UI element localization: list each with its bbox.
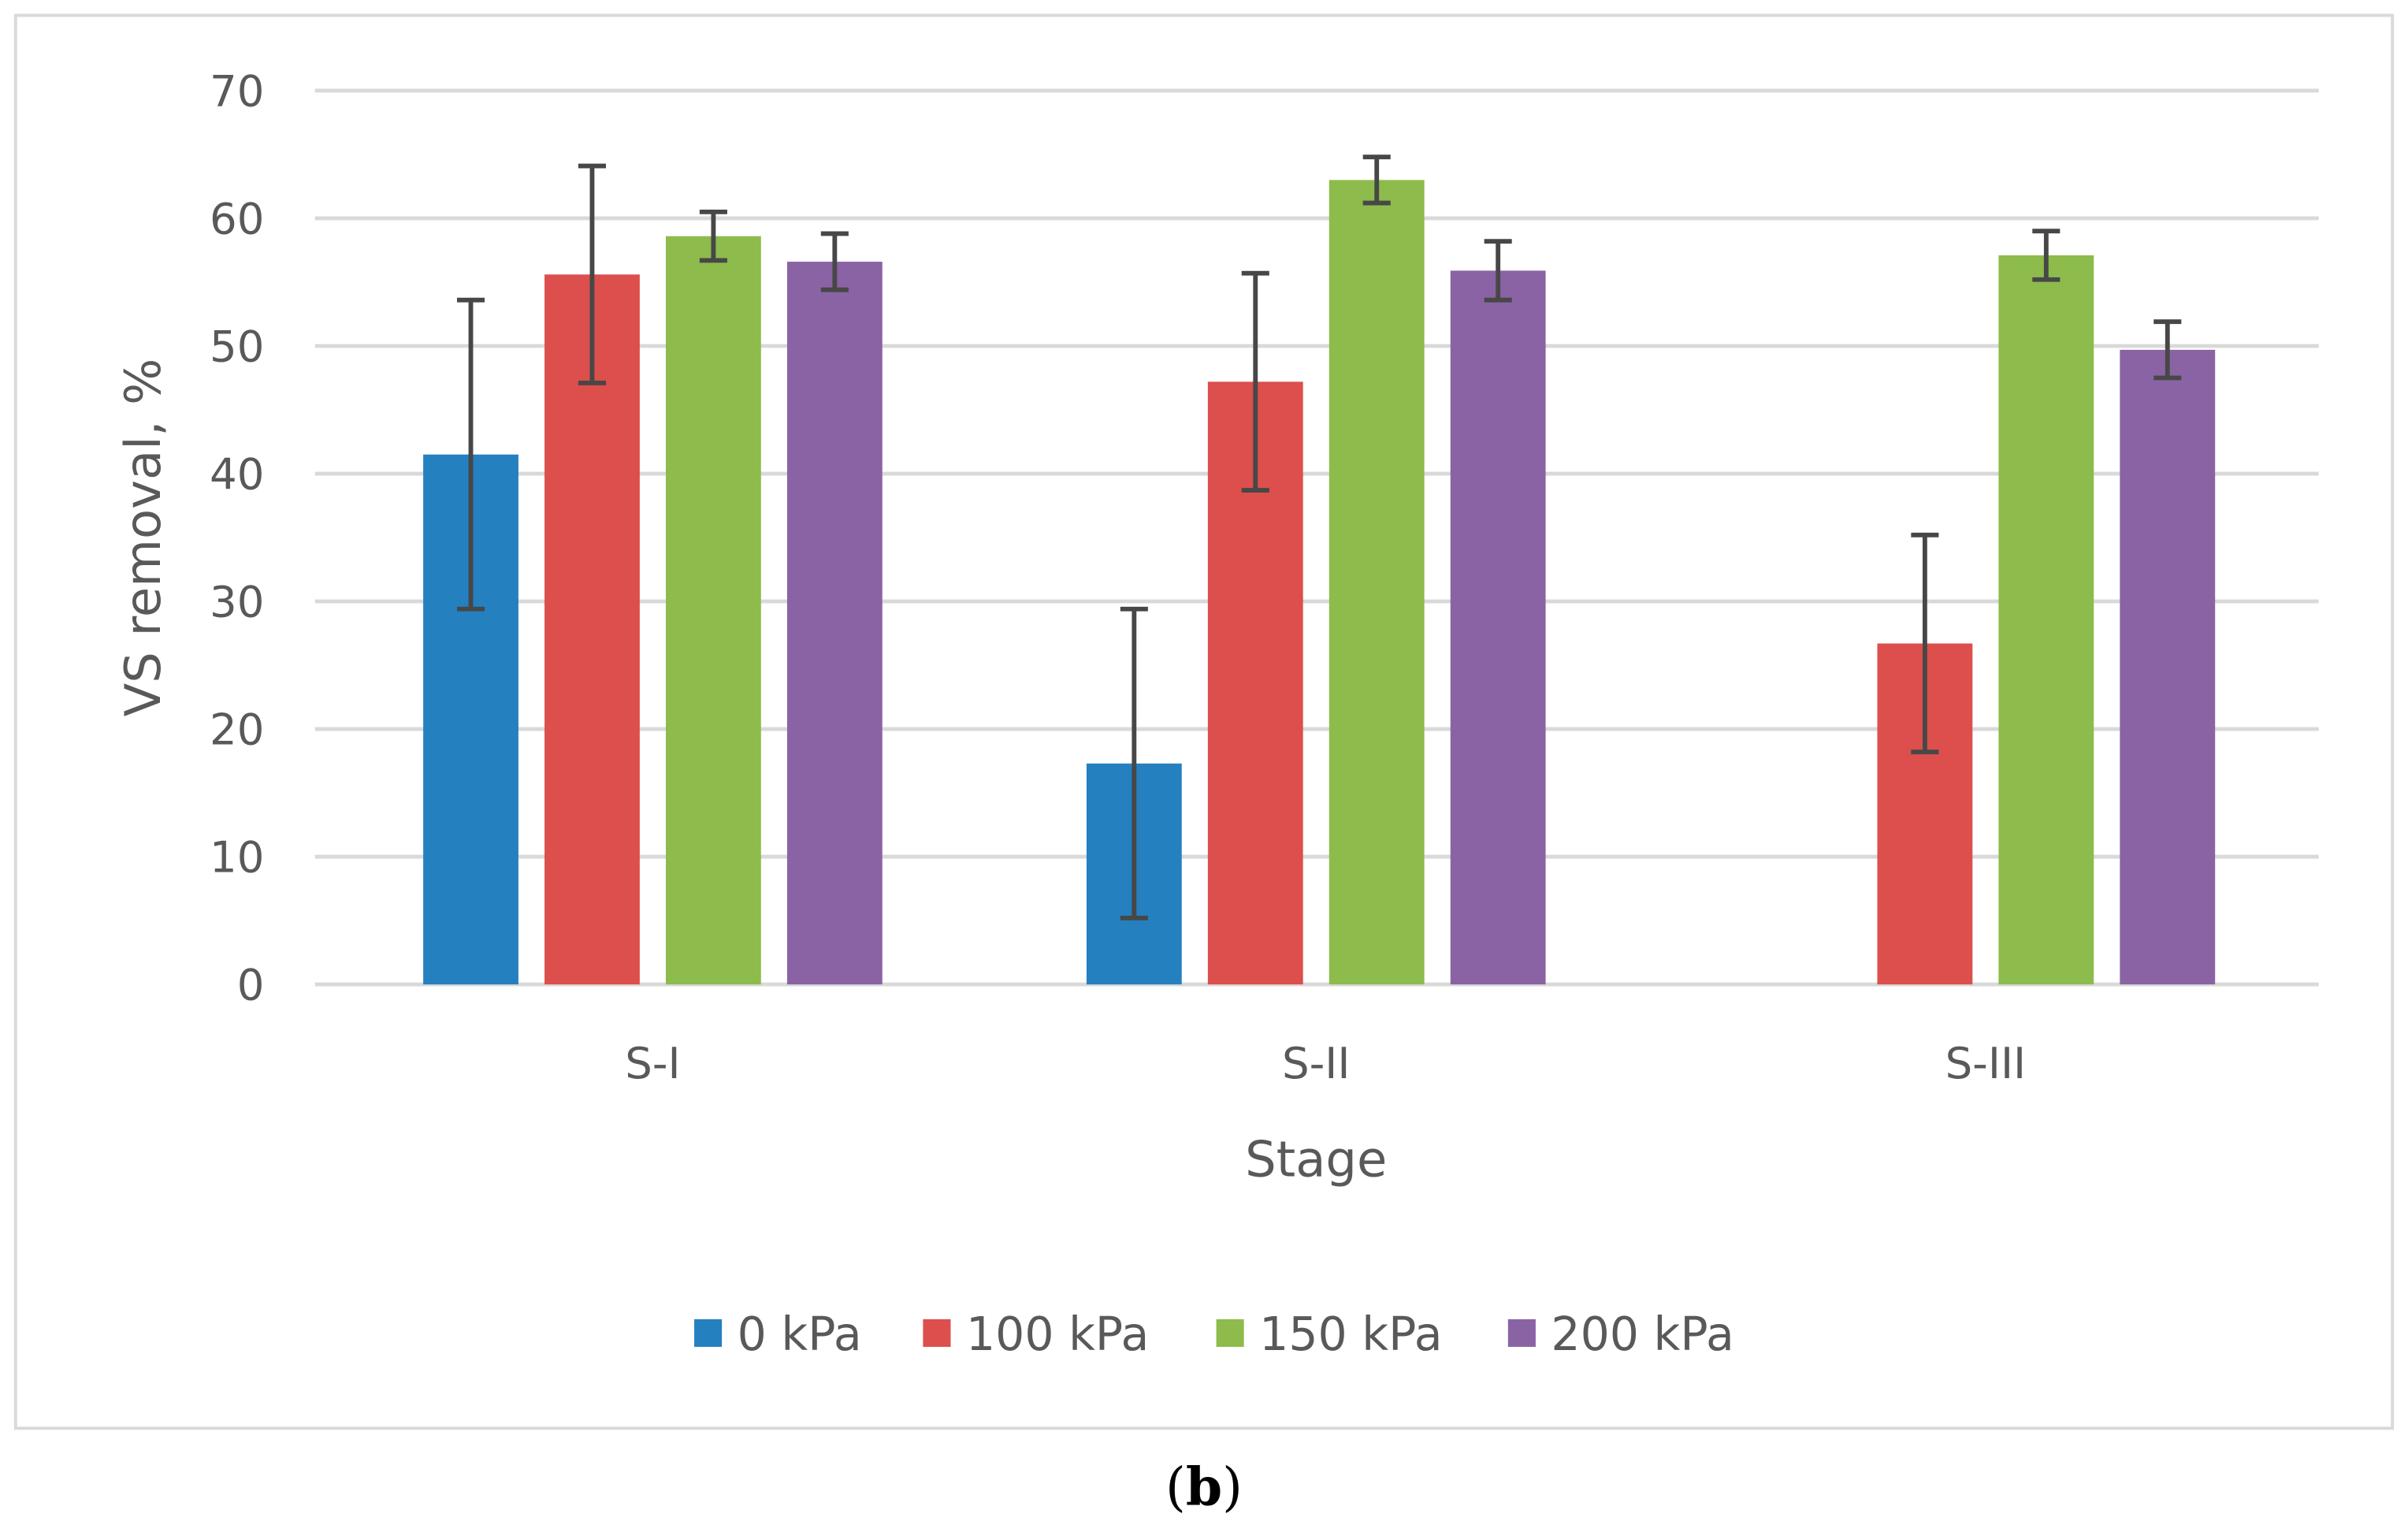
y-tick-label: 10 <box>210 832 264 883</box>
legend-item: 0 kPa <box>694 1307 862 1361</box>
legend-item: 150 kPa <box>1216 1307 1443 1361</box>
error-bar <box>1911 532 1939 755</box>
legend-label: 150 kPa <box>1259 1307 1442 1361</box>
error-bar <box>1120 606 1148 921</box>
bar <box>786 262 883 985</box>
y-axis-label: VS removal, % <box>114 359 172 717</box>
bar <box>2120 349 2216 985</box>
legend-swatch <box>1507 1319 1536 1347</box>
legend: 0 kPa 100 kPa 150 kPa 200 kPa <box>694 1307 1734 1361</box>
legend-label: 100 kPa <box>966 1307 1149 1361</box>
y-tick-label: 50 <box>210 321 264 371</box>
x-tick-label: S-I <box>625 1038 680 1088</box>
legend-label: 0 kPa <box>738 1307 862 1361</box>
y-tick-label: 70 <box>210 65 264 116</box>
legend-swatch <box>694 1319 723 1347</box>
error-bar <box>456 297 485 612</box>
legend-swatch <box>923 1319 951 1347</box>
chart-frame <box>13 13 2395 1430</box>
y-tick-label: 40 <box>210 449 264 500</box>
y-tick-label: 60 <box>210 193 264 244</box>
error-bar <box>2153 319 2182 381</box>
y-tick-label: 30 <box>210 577 264 627</box>
legend-label: 200 kPa <box>1551 1307 1734 1361</box>
y-tick-label: 0 <box>237 960 265 1010</box>
error-bar <box>699 209 727 263</box>
legend-item: 200 kPa <box>1507 1307 1734 1361</box>
error-bar <box>1362 154 1391 206</box>
error-bar <box>1241 270 1269 493</box>
bar <box>544 274 640 985</box>
error-bar <box>820 231 849 292</box>
x-tick-label: S-II <box>1282 1038 1350 1088</box>
error-bar <box>578 163 607 385</box>
error-bar <box>1484 239 1512 303</box>
bar <box>666 236 761 985</box>
bar <box>1328 180 1425 985</box>
bar <box>1998 255 2094 985</box>
x-axis-label: Stage <box>1245 1131 1387 1188</box>
bar <box>1450 270 1546 985</box>
legend-item: 100 kPa <box>923 1307 1149 1361</box>
error-bar <box>2032 229 2061 282</box>
legend-swatch <box>1216 1319 1244 1347</box>
figure-caption: (b) <box>1165 1456 1243 1518</box>
x-tick-label: S-III <box>1945 1038 2027 1088</box>
y-tick-label: 20 <box>210 705 264 755</box>
